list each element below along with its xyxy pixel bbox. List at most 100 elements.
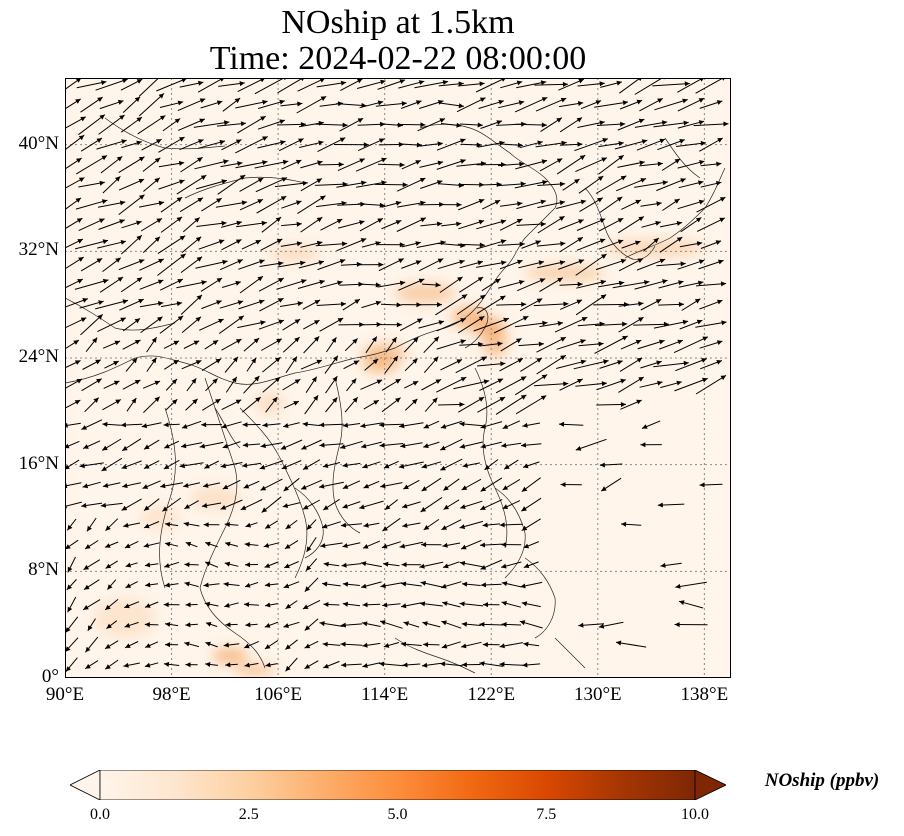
- wind-arrow: [440, 359, 463, 371]
- wind-arrow: [418, 320, 445, 329]
- wind-arrow: [122, 379, 141, 390]
- wind-arrow: [502, 500, 521, 510]
- wind-arrow: [243, 602, 259, 607]
- wind-arrow: [299, 140, 324, 148]
- wind-arrow: [180, 256, 203, 273]
- wind-arrow: [102, 421, 121, 427]
- wind-arrow: [193, 120, 230, 128]
- wind-arrow: [205, 641, 218, 648]
- wind-arrow: [401, 260, 422, 269]
- wind-arrow: [78, 180, 105, 188]
- wind-arrow: [517, 278, 546, 292]
- wind-arrow: [120, 422, 143, 428]
- wind-arrow: [316, 80, 347, 88]
- wind-arrow: [501, 581, 521, 588]
- wind-arrow: [100, 502, 123, 508]
- wind-arrow: [224, 602, 239, 608]
- map-subtitle-time: Time: 2024-02-22 08:00:00: [209, 40, 587, 77]
- wind-arrow: [257, 140, 286, 149]
- wind-arrow: [202, 482, 221, 488]
- wind-arrow: [363, 399, 380, 410]
- wind-arrow: [402, 522, 421, 528]
- wind-arrow: [618, 376, 645, 393]
- wind-arrow: [598, 217, 624, 232]
- wind-arrow: [597, 280, 625, 288]
- wind-arrow: [522, 461, 540, 469]
- wind-arrow: [184, 562, 199, 568]
- wind-arrow: [325, 337, 337, 353]
- wind-arrow: [75, 199, 108, 210]
- wind-arrow: [594, 100, 629, 108]
- wind-arrow: [139, 301, 164, 308]
- wind-arrow: [377, 242, 405, 248]
- wind-arrow: [246, 357, 257, 372]
- wind-arrow: [80, 257, 103, 272]
- wind-arrow: [261, 216, 282, 233]
- wind-arrow: [221, 280, 242, 288]
- wind-arrow: [223, 642, 240, 648]
- wind-arrow: [107, 579, 117, 590]
- wind-arrow: [118, 259, 145, 271]
- wind-arrow: [122, 96, 141, 113]
- wind-arrow: [598, 141, 624, 148]
- wind-arrow: [204, 339, 219, 350]
- wind-arrow: [383, 460, 399, 469]
- wind-arrow: [196, 220, 227, 227]
- colorbar-gradient: [99, 770, 696, 800]
- wind-arrow: [144, 601, 159, 608]
- wind-arrow: [143, 177, 161, 192]
- wind-arrow: [164, 561, 180, 568]
- wind-arrow: [421, 542, 442, 548]
- wind-arrow: [65, 217, 83, 230]
- wind-arrow: [203, 582, 220, 588]
- wind-arrow: [596, 378, 626, 391]
- wind-arrow: [302, 459, 321, 471]
- wind-arrow: [533, 381, 569, 387]
- colorbar-tick-label: 10.0: [681, 806, 709, 823]
- wind-arrow: [143, 460, 160, 470]
- lat-tick-label: 16°N: [18, 452, 59, 474]
- wind-arrow: [480, 582, 502, 588]
- wind-arrow: [183, 521, 200, 527]
- wind-arrow: [258, 319, 285, 330]
- wind-arrow: [95, 299, 129, 310]
- wind-arrow: [242, 442, 261, 448]
- wind-arrow: [482, 522, 500, 528]
- wind-arrow: [118, 194, 145, 215]
- wind-arrow: [535, 97, 567, 112]
- wind-arrow: [556, 154, 586, 175]
- wind-arrow: [558, 259, 585, 270]
- lat-tick-label: 32°N: [18, 239, 59, 261]
- wind-arrow: [476, 239, 507, 250]
- wind-arrow: [559, 117, 583, 133]
- wind-arrow: [441, 620, 462, 629]
- wind-arrow: [104, 659, 119, 670]
- wind-arrow: [340, 522, 362, 528]
- wind-arrow: [360, 561, 382, 568]
- wind-arrow: [220, 462, 243, 469]
- wind-arrow: [476, 260, 507, 268]
- wind-arrow: [514, 180, 548, 189]
- wind-arrow: [205, 622, 218, 627]
- wind-arrow: [523, 541, 539, 549]
- wind-arrow: [241, 239, 262, 250]
- wind-arrow: [699, 340, 723, 349]
- wind-arrow: [157, 235, 186, 255]
- wind-arrow: [180, 294, 203, 315]
- wind-arrow: [257, 99, 285, 109]
- wind-arrow: [700, 161, 722, 167]
- lat-tick-label: 24°N: [18, 346, 59, 367]
- wind-arrow: [459, 601, 484, 607]
- colorbar-tick-label: 0.0: [90, 806, 110, 823]
- wind-arrow: [140, 316, 163, 334]
- wind-arrow: [200, 100, 223, 109]
- wind-arrow: [84, 540, 99, 550]
- wind-arrow: [243, 640, 260, 649]
- wind-arrow: [316, 301, 347, 307]
- wind-arrow: [618, 216, 645, 234]
- wind-arrows: [65, 78, 729, 672]
- lon-tick-label: 98°E: [152, 684, 191, 705]
- wind-arrow: [514, 96, 548, 113]
- wind-arrow: [400, 100, 422, 109]
- map-background: [65, 78, 731, 678]
